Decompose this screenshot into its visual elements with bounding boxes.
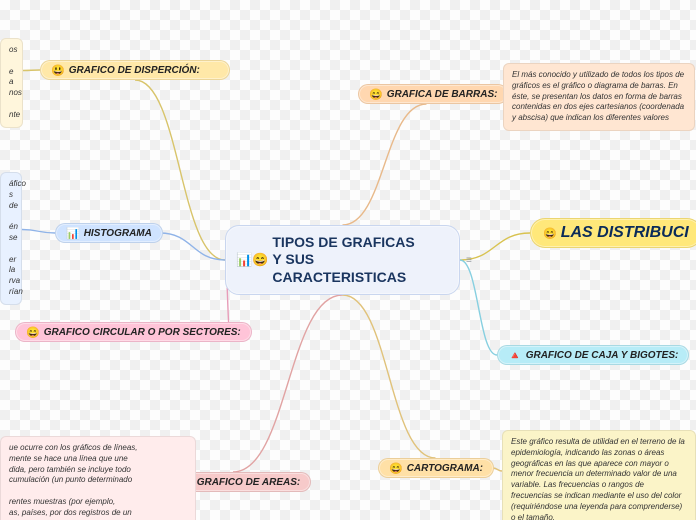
desc-areas-desc: ue ocurre con los gráficos de líneas, me… [0, 436, 196, 520]
desc-barras-desc: El más conocido y utilizado de todos los… [503, 63, 695, 131]
node-circular[interactable]: 😄 GRAFICO CIRCULAR O POR SECTORES: [15, 322, 252, 342]
node-distrib-icon: 😄 [543, 227, 557, 240]
node-distrib[interactable]: 😄 LAS DISTRIBUCI [530, 218, 696, 248]
node-caja-icon: 🔺 [508, 349, 522, 362]
desc-dispercion-desc: os e a nos nte [0, 38, 23, 128]
desc-cartograma-desc: Este gráfico resulta de utilidad en el t… [502, 430, 696, 520]
node-dispercion-label: GRAFICO DE DISPERCIÓN: [69, 65, 200, 76]
node-barras-icon: 😄 [369, 88, 383, 101]
node-histograma[interactable]: 📊 HISTOGRAMA [55, 223, 163, 243]
node-histograma-icon: 📊 [66, 227, 80, 240]
node-cartograma-label: CARTOGRAMA: [407, 463, 483, 474]
node-caja-label: GRAFICO DE CAJA Y BIGOTES: [526, 350, 679, 361]
desc-histograma-desc: áfico s de én se er la rva rían [0, 172, 22, 305]
node-circular-icon: 😄 [26, 326, 40, 339]
node-barras-label: GRAFICA DE BARRAS: [387, 89, 498, 100]
center-emoji: 📊😄 [236, 252, 268, 268]
node-distrib-label: LAS DISTRIBUCI [561, 224, 689, 242]
center-node[interactable]: 📊😄 TIPOS DE GRAFICAS Y SUS CARACTERISTIC… [225, 225, 460, 295]
node-histograma-label: HISTOGRAMA [84, 228, 152, 239]
node-cartograma[interactable]: 😄 CARTOGRAMA: [378, 458, 494, 478]
node-areas-label: GRAFICO DE AREAS: [197, 477, 301, 488]
node-dispercion-icon: 😃 [51, 64, 65, 77]
center-menu-icon[interactable]: ≡ [466, 255, 472, 266]
center-title: TIPOS DE GRAFICAS Y SUS CARACTERISTICAS [272, 234, 414, 287]
node-barras[interactable]: 😄 GRAFICA DE BARRAS: [358, 84, 508, 104]
node-circular-label: GRAFICO CIRCULAR O POR SECTORES: [44, 327, 241, 338]
node-cartograma-icon: 😄 [389, 462, 403, 475]
node-caja[interactable]: 🔺 GRAFICO DE CAJA Y BIGOTES: [497, 345, 689, 365]
node-dispercion[interactable]: 😃 GRAFICO DE DISPERCIÓN: [40, 60, 230, 80]
